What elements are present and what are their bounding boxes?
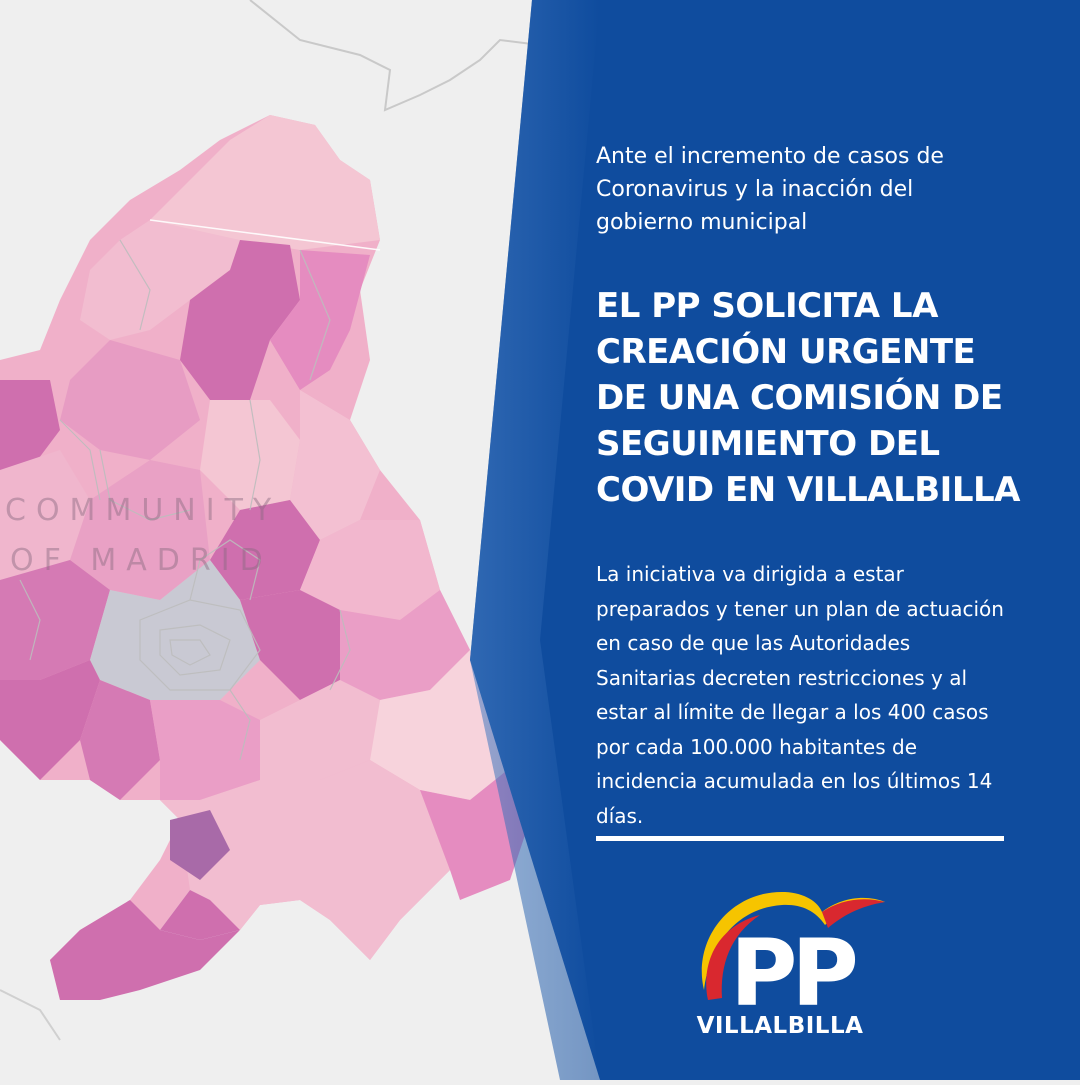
logo-letters: PP (730, 920, 855, 1020)
divider (596, 836, 1004, 841)
intro-text: Ante el incremento de casos de Coronavir… (596, 140, 1016, 239)
headline: EL PP SOLICITA LA CREACIÓN URGENTE DE UN… (596, 283, 1036, 513)
logo-villalbilla-text: VILLALBILLA (690, 1013, 870, 1039)
pp-villalbilla-logo: PP VILLALBILLA (690, 880, 890, 1050)
pp-logo-icon: PP (690, 880, 890, 1020)
body-text: La iniciativa va dirigida a estar prepar… (596, 557, 1016, 833)
